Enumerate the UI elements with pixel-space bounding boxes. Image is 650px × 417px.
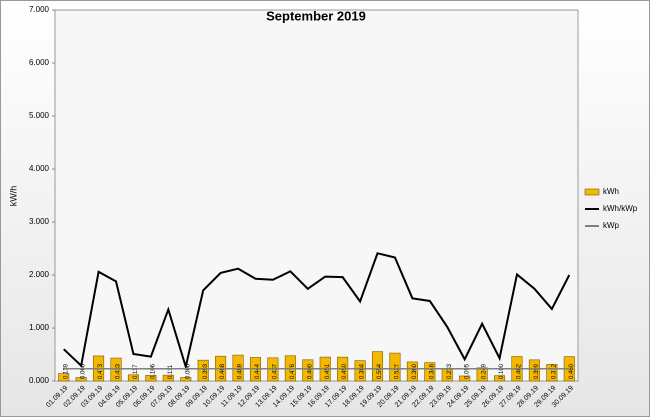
y-tick-label: 2.000 <box>29 270 50 279</box>
data-label: 0.106 <box>150 363 156 379</box>
bar <box>127 374 139 382</box>
data-label: 0.451 <box>325 363 331 379</box>
data-label: 0.473 <box>98 363 104 379</box>
legend-swatch <box>584 188 600 196</box>
bar <box>459 375 471 382</box>
data-label: 0.554 <box>377 363 383 379</box>
bar <box>145 375 157 382</box>
bar <box>75 377 87 382</box>
data-label: 0.346 <box>429 363 435 379</box>
bar <box>476 367 488 382</box>
data-label: 0.444 <box>255 363 261 379</box>
data-label: 0.400 <box>307 363 313 379</box>
bar <box>180 377 192 382</box>
bar <box>406 361 418 382</box>
data-label: 0.360 <box>412 363 418 379</box>
data-label: 0.233 <box>447 363 453 379</box>
data-label: 0.384 <box>360 363 366 379</box>
data-label: 0.468 <box>220 363 226 379</box>
y-tick-label: 5.000 <box>29 111 50 120</box>
y-tick-label: 3.000 <box>29 217 50 226</box>
data-label: 0.393 <box>203 363 209 379</box>
bar <box>354 360 366 382</box>
chart-title: September 2019 <box>266 8 366 23</box>
data-label: 0.066 <box>81 363 87 379</box>
data-label: 0.066 <box>185 363 191 379</box>
data-label: 0.489 <box>238 363 244 379</box>
y-tick-label: 1.000 <box>29 323 50 332</box>
bar <box>528 359 540 382</box>
legend-label: kWh/kWp <box>603 204 638 213</box>
data-label: 0.249 <box>482 363 488 379</box>
bar <box>197 359 209 382</box>
y-axis-label: kW/h <box>8 186 18 207</box>
data-label: 0.527 <box>395 363 401 379</box>
bar <box>371 351 384 382</box>
bar <box>232 354 244 382</box>
bar <box>494 375 506 382</box>
data-label: 0.433 <box>116 363 122 379</box>
data-label: 0.399 <box>534 363 540 379</box>
y-tick-label: 7.000 <box>29 5 50 14</box>
data-label: 0.312 <box>551 363 557 379</box>
bar <box>424 362 436 382</box>
data-label: 0.095 <box>464 363 470 379</box>
data-label: 0.111 <box>168 364 174 379</box>
plot-area <box>54 9 579 382</box>
data-label: 0.460 <box>569 363 575 379</box>
y-tick-label: 0.000 <box>29 376 50 385</box>
bar <box>58 373 70 382</box>
y-tick-label: 6.000 <box>29 58 50 67</box>
data-label: 0.450 <box>342 363 348 379</box>
bar <box>546 364 558 382</box>
data-label: 0.100 <box>499 363 505 379</box>
data-label: 0.437 <box>272 363 278 379</box>
legend-label: kWh <box>603 187 619 196</box>
legend-label: kWp <box>603 221 620 230</box>
data-label: 0.462 <box>517 363 523 379</box>
line <box>63 252 571 371</box>
bar <box>302 359 314 382</box>
bar <box>162 374 174 382</box>
bar <box>389 352 401 382</box>
data-label: 0.476 <box>290 363 296 379</box>
data-label: 0.139 <box>63 363 69 379</box>
y-tick-label: 4.000 <box>29 164 50 173</box>
data-label: 0.117 <box>133 364 139 379</box>
